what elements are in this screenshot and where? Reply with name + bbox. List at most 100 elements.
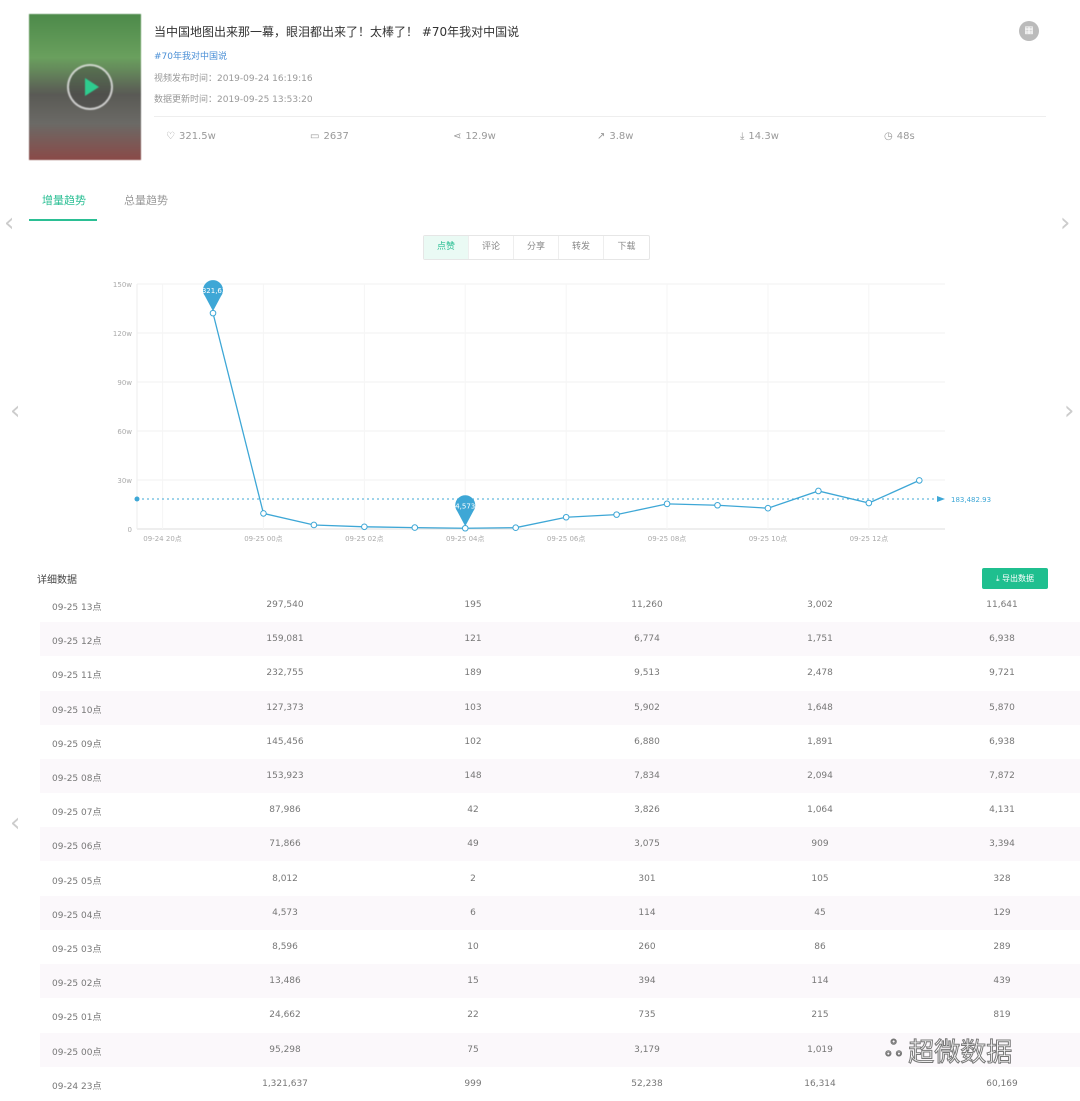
table-row: 09-25 12点 159,081 121 6,774 1,751 6,938	[40, 622, 1080, 657]
y-tick-label: 90w	[117, 379, 132, 387]
table-cell: 3,002	[807, 600, 833, 610]
y-tick-label: 120w	[113, 330, 132, 338]
video-title: 当中国地图出来那一幕，眼泪都出来了！太棒了！ #70年我对中国说	[154, 25, 520, 39]
data-point	[209, 309, 217, 317]
detail-title: 详细数据	[37, 575, 77, 586]
table-row: 09-25 08点 153,923 148 7,834 2,094 7,872	[40, 759, 1080, 793]
data-point	[361, 523, 368, 531]
table-cell: 153,923	[266, 771, 304, 781]
table-cell: 11,260	[631, 600, 663, 610]
table-cell: 148	[464, 771, 482, 781]
data-point	[411, 524, 419, 531]
table-cell: 09-25 11点	[52, 671, 102, 682]
metric-tab-downloads[interactable]: 下载	[617, 242, 636, 252]
metric-tab-comments[interactable]: 评论	[469, 236, 514, 259]
download-icon: ⤓	[740, 131, 745, 142]
export-button[interactable]: ⤓ 导出数据	[982, 568, 1048, 589]
forward-icon: ↗	[597, 131, 606, 142]
chevron-right-icon[interactable]: ›	[1064, 396, 1075, 426]
table-row: 09-25 02点 13,486 15 394 114 439	[40, 964, 1080, 999]
table-cell: 09-25 06点	[52, 842, 102, 853]
table-cell: 3,179	[634, 1044, 660, 1055]
play-icon[interactable]	[67, 64, 113, 110]
tab-total-trend[interactable]: 总量趋势	[124, 194, 168, 207]
table-cell: 9,513	[634, 668, 660, 679]
stat-shares: ⋖ 12.9w	[453, 131, 496, 142]
update-time: 数据更新时间：2019-09-25 13:53:20	[154, 95, 313, 105]
trend-chart: 0 30w 60w 90w 120w 150w 09-24 20点 09-25 00点 09-2…	[113, 280, 991, 543]
metric-tab-likes[interactable]: 点赞	[424, 236, 469, 259]
table-cell: 999	[464, 1078, 482, 1089]
table-cell: 45	[814, 907, 826, 918]
table-row: 09-25 00点 95,298 75 3,179 1,019	[40, 1032, 1080, 1067]
data-point	[764, 504, 772, 512]
table-cell: 09-25 07点	[52, 808, 102, 819]
data-point	[865, 499, 873, 507]
table-cell: 09-25 02点	[52, 979, 102, 990]
table-cell: 189	[464, 668, 482, 679]
data-point	[260, 510, 267, 517]
metric-tab-forwards[interactable]: 转发	[559, 236, 604, 259]
tab-increment-trend[interactable]: 增量趋势	[42, 194, 86, 207]
table-cell: 735	[638, 1010, 656, 1021]
table-cell: 9,721	[989, 668, 1015, 679]
table-cell: 114	[638, 907, 656, 918]
mark-point-pin	[202, 280, 223, 312]
table-cell: 909	[811, 839, 829, 850]
x-tick-label: 09-25 02点	[345, 535, 383, 543]
average-line-label: 183,482.93	[951, 496, 991, 504]
stat-forwards: ↗ 3.8w	[597, 131, 634, 142]
table-cell: 09-25 03点	[52, 945, 102, 955]
active-tab-indicator	[29, 219, 97, 221]
topic-link[interactable]: #70年我对中国说	[154, 52, 227, 62]
x-tick-label: 09-25 06点	[547, 535, 585, 543]
data-point	[310, 521, 318, 529]
table-cell: 145,456	[266, 736, 304, 747]
table-cell: 1,064	[807, 805, 833, 816]
watermark: ஃ 超微数据	[884, 1036, 1013, 1069]
qr-code-icon[interactable]: ▦	[1019, 21, 1039, 41]
x-tick-label: 09-25 10点	[749, 535, 787, 543]
table-row: 09-24 23点 1,321,637 999 52,238 16,314 60,169	[40, 1067, 1080, 1101]
table-cell: 4,573	[272, 907, 298, 918]
table-cell: 15	[467, 976, 479, 987]
wechat-icon: ஃ	[884, 1036, 903, 1062]
table-cell: 6,938	[989, 736, 1015, 747]
chevron-right-icon[interactable]: ›	[1060, 208, 1071, 238]
table-row: 09-25 01点 24,662 22 735 215 819	[40, 998, 1080, 1032]
data-point	[512, 524, 520, 531]
table-cell: 09-25 00点	[52, 1047, 102, 1058]
clock-icon: ◷	[884, 131, 893, 142]
x-tick-label: 09-24 20点	[143, 535, 181, 543]
table-row: 09-25 05点 8,012 2 301 105 328	[40, 862, 1080, 896]
table-cell: 75	[467, 1044, 479, 1055]
data-point	[815, 487, 822, 495]
table-cell: 260	[638, 942, 656, 952]
table-cell: 102	[464, 736, 482, 747]
table-cell: 8,012	[272, 873, 298, 884]
y-tick-label: 150w	[113, 281, 132, 289]
table-cell: 2,478	[807, 668, 833, 679]
heart-icon: ♡	[166, 131, 175, 142]
average-line-start	[134, 496, 140, 502]
table-cell: 195	[464, 600, 482, 610]
data-point	[916, 477, 923, 484]
divider	[154, 116, 1046, 117]
metric-tab-shares[interactable]: 分享	[514, 236, 559, 259]
table-cell: 129	[993, 907, 1011, 918]
average-line-arrow	[937, 496, 945, 503]
chevron-left-icon[interactable]: ‹	[4, 208, 15, 238]
table-cell: 11,641	[986, 600, 1018, 610]
table-cell: 105	[811, 873, 829, 884]
video-thumbnail[interactable]	[29, 14, 141, 160]
stat-downloads: ⤓ 14.3w	[740, 131, 779, 142]
table-cell: 2,094	[807, 771, 833, 781]
chevron-left-icon[interactable]: ‹	[10, 396, 21, 426]
stat-duration: ◷ 48s	[884, 131, 915, 142]
table-cell: 3,826	[634, 805, 660, 816]
table-cell: 159,081	[266, 634, 304, 645]
table-cell: 1,648	[807, 702, 833, 713]
chevron-left-icon[interactable]: ‹	[10, 808, 21, 838]
table-cell: 60,169	[986, 1078, 1018, 1089]
data-point	[714, 501, 721, 509]
